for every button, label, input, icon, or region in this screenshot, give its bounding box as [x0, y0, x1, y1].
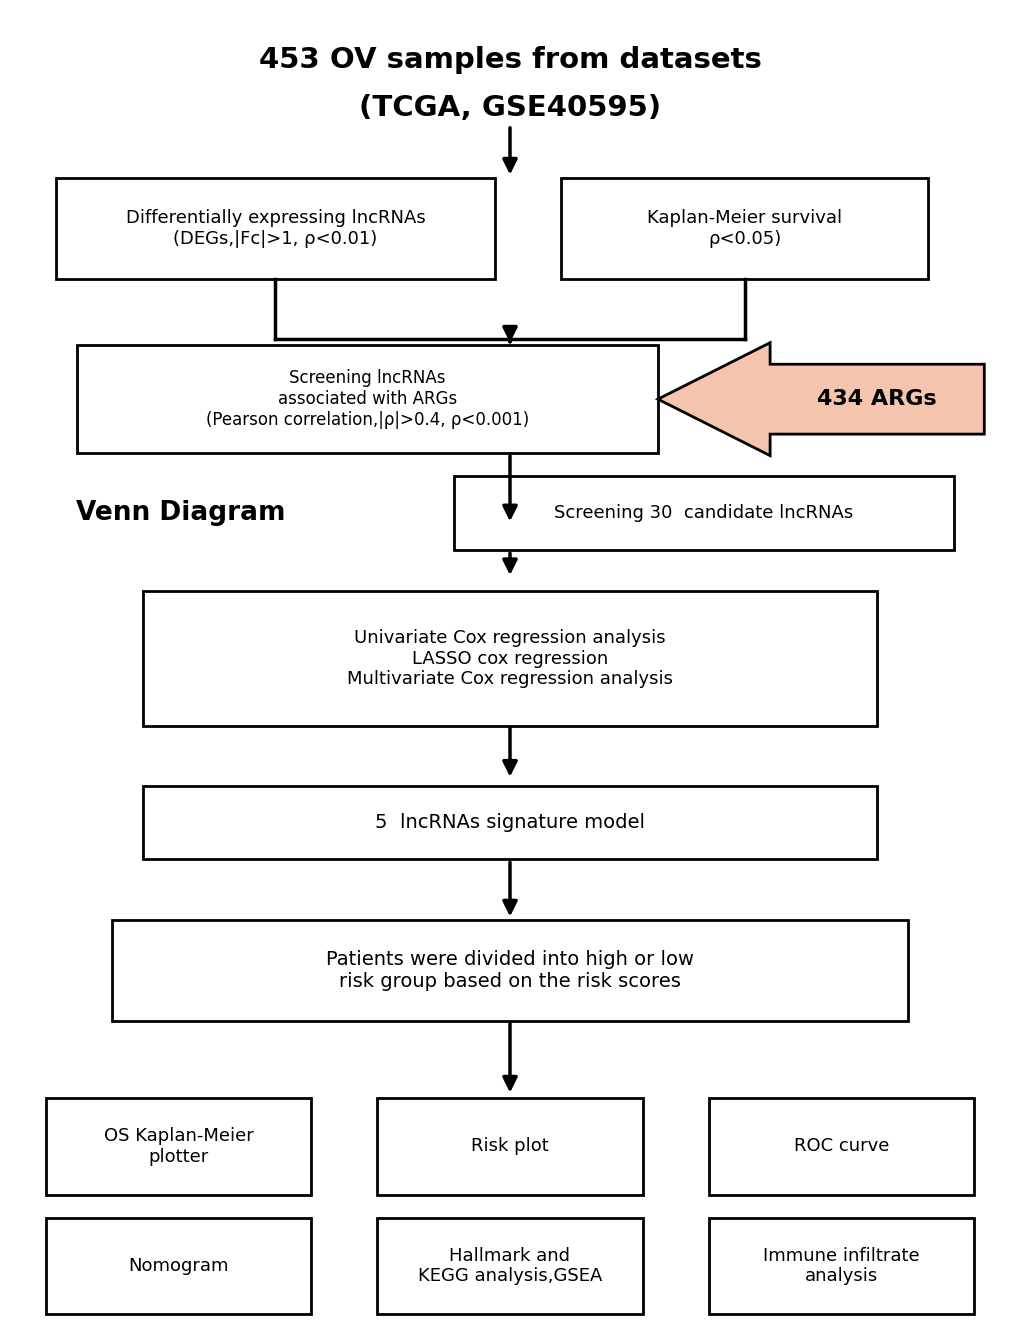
FancyBboxPatch shape — [143, 591, 876, 726]
FancyBboxPatch shape — [56, 179, 494, 280]
FancyBboxPatch shape — [76, 345, 657, 453]
FancyBboxPatch shape — [143, 785, 876, 860]
Text: Venn Diagram: Venn Diagram — [76, 500, 285, 527]
FancyBboxPatch shape — [46, 1218, 311, 1314]
Text: Hallmark and
KEGG analysis,GSEA: Hallmark and KEGG analysis,GSEA — [418, 1247, 601, 1285]
FancyBboxPatch shape — [453, 476, 953, 551]
Text: OS Kaplan-Meier
plotter: OS Kaplan-Meier plotter — [104, 1128, 253, 1165]
Text: Screening 30  candidate lncRNAs: Screening 30 candidate lncRNAs — [553, 504, 853, 523]
FancyBboxPatch shape — [560, 179, 927, 280]
Text: Patients were divided into high or low
risk group based on the risk scores: Patients were divided into high or low r… — [326, 950, 693, 991]
Text: 453 OV samples from datasets: 453 OV samples from datasets — [258, 47, 761, 74]
Text: 434 ARGs: 434 ARGs — [816, 390, 936, 409]
Text: Screening lncRNAs
associated with ARGs
(Pearson correlation,|ρ|>0.4, ρ<0.001): Screening lncRNAs associated with ARGs (… — [206, 370, 528, 429]
Text: Risk plot: Risk plot — [471, 1137, 548, 1156]
FancyBboxPatch shape — [708, 1218, 973, 1314]
FancyBboxPatch shape — [708, 1098, 973, 1195]
FancyBboxPatch shape — [112, 921, 907, 1021]
Text: (TCGA, GSE40595): (TCGA, GSE40595) — [359, 94, 660, 121]
Text: Immune infiltrate
analysis: Immune infiltrate analysis — [762, 1247, 919, 1285]
Text: Kaplan-Meier survival
ρ<0.05): Kaplan-Meier survival ρ<0.05) — [646, 210, 842, 247]
Text: Nomogram: Nomogram — [128, 1257, 228, 1275]
Text: Univariate Cox regression analysis
LASSO cox regression
Multivariate Cox regress: Univariate Cox regression analysis LASSO… — [346, 629, 673, 688]
FancyBboxPatch shape — [46, 1098, 311, 1195]
FancyBboxPatch shape — [377, 1218, 642, 1314]
FancyBboxPatch shape — [377, 1098, 642, 1195]
Text: ROC curve: ROC curve — [793, 1137, 889, 1156]
Text: 5  lncRNAs signature model: 5 lncRNAs signature model — [375, 813, 644, 832]
Text: Differentially expressing lncRNAs
(DEGs,|Fc|>1, ρ<0.01): Differentially expressing lncRNAs (DEGs,… — [125, 210, 425, 247]
Polygon shape — [657, 343, 983, 456]
